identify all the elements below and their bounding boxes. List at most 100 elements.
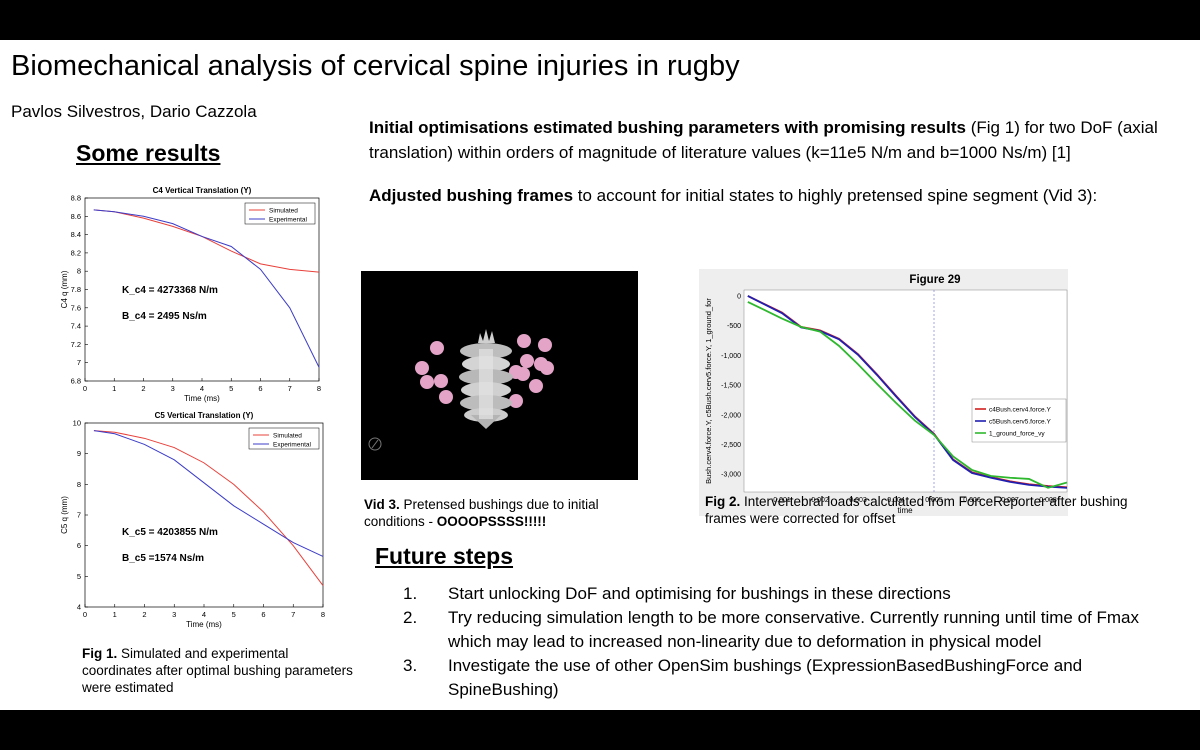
intro-p2-bold: Adjusted bushing frames	[369, 186, 574, 205]
y-tick-label: -2,500	[721, 442, 741, 449]
legend-box	[971, 398, 1067, 443]
legend-label: Simulated	[273, 433, 302, 440]
series-line-experimental	[93, 430, 324, 557]
future-steps-heading: Future steps	[375, 543, 514, 569]
intro-paragraph-1: Initial optimisations estimated bushing …	[369, 115, 1169, 165]
step-text: Investigate the use of other OpenSim bus…	[448, 656, 1083, 699]
legend-label: Experimental	[273, 442, 311, 449]
y-axis-label: C4 q (mm)	[60, 270, 69, 308]
c5-chart-svg: C5 Vertical Translation (Y) 0 1 2 3 4 5 6 7 8 4 5 6 7…	[60, 411, 325, 629]
x-tick-label: 0.007	[1001, 497, 1019, 504]
figure-29-chart: Figure 29 0.001 0.002 0.003 0.004 0.005 0.006 0…	[699, 269, 1068, 516]
c5-chart: C5 Vertical Translation (Y) 0 1 2 3 4 5 6 7 8 4 5 6 7…	[57, 407, 332, 635]
x-tick-label: 7	[291, 610, 295, 619]
x-tick-label: 0.003	[849, 497, 867, 504]
parameter-annotation: K_c5 = 4203855 N/m	[122, 527, 218, 538]
x-tick-label: 1	[113, 610, 117, 619]
y-tick-label: 6.8	[71, 377, 81, 386]
step-number: 2.	[403, 608, 418, 627]
x-tick-label: 1	[112, 384, 116, 393]
intro-p2-rest: to account for initial states to highly …	[573, 186, 1098, 205]
intro-p1-rest: (Fig 1) for two DoF (axial translation) …	[369, 118, 1158, 162]
x-axis-label: Time (ms)	[184, 394, 220, 403]
chart-title: C4 Vertical Translation (Y)	[153, 186, 252, 195]
legend-label: Experimental	[269, 217, 307, 224]
chart-title: C5 Vertical Translation (Y)	[155, 411, 254, 420]
x-tick-label: 0.001	[773, 497, 791, 504]
series-line-simulated	[93, 430, 324, 586]
fig2-caption: Fig 2. Intervertebral loads calculated f…	[705, 493, 1135, 527]
fig1-label: Fig 1.	[82, 646, 118, 661]
y-tick-label: 7	[77, 358, 81, 367]
y-tick-label: 7.8	[71, 285, 81, 294]
vid3-shout: OOOOPSSSS!!!!!	[436, 514, 547, 529]
series-line-1_ground_force_vy	[747, 301, 1068, 489]
y-tick-label: -1,500	[721, 383, 741, 390]
x-tick-label: 2	[142, 610, 146, 619]
x-tick-label: 6	[261, 610, 265, 619]
intro-p1-bold: Initial optimisations estimated bushing …	[369, 118, 967, 137]
page-title: Biomechanical analysis of cervical spine…	[11, 50, 740, 82]
c4-chart: C4 Vertical Translation (Y) 0 1 2 3 4 5 6 7 8 6.8 7…	[57, 185, 332, 410]
x-tick-label: 7	[288, 384, 292, 393]
fig1-caption: Fig 1. Simulated and experimental coordi…	[82, 645, 357, 696]
plot-area	[84, 197, 320, 382]
chart-title: Figure 29	[909, 274, 960, 286]
x-tick-label: 5	[232, 610, 236, 619]
x-tick-label: 0.002	[811, 497, 829, 504]
x-tick-label: 3	[172, 610, 176, 619]
x-tick-label: 2	[141, 384, 145, 393]
y-axis-label: Bush.cerv4.force.Y, c5Bush.cerv5.force.Y…	[704, 298, 713, 484]
y-tick-label: -1,000	[721, 353, 741, 360]
y-tick-label: 10	[73, 419, 81, 428]
step-number: 1.	[403, 584, 418, 603]
intro-paragraph-2: Adjusted bushing frames to account for i…	[369, 183, 1169, 208]
x-tick-label: 0.008	[1039, 497, 1057, 504]
legend-label: Simulated	[269, 208, 298, 215]
vid3-caption: Vid 3. Pretensed bushings due to initial…	[364, 496, 634, 530]
list-item: 2. Try reducing simulation length to be …	[378, 606, 1168, 654]
authors: Pavlos Silvestros, Dario Cazzola	[11, 102, 257, 121]
x-tick-label: 0.006	[963, 497, 981, 504]
x-tick-label: 5	[229, 384, 233, 393]
y-tick-label: 7.2	[71, 340, 81, 349]
legend-label: 1_ground_force_vy	[989, 431, 1045, 438]
fig2-text: Intervertebral loads calculated from For…	[705, 494, 1128, 526]
some-results-heading: Some results	[76, 140, 221, 166]
series-line-experimental	[93, 209, 320, 368]
x-axis-label: Time (ms)	[186, 620, 222, 629]
pink-bushing-spheres	[415, 334, 554, 408]
y-tick-label: 5	[77, 572, 81, 581]
y-tick-label: 6	[77, 541, 81, 550]
step-text: Start unlocking DoF and optimising for b…	[448, 584, 951, 603]
x-tick-label: 0.004	[887, 497, 905, 504]
y-axis-label: C5 q (mm)	[60, 496, 69, 534]
y-tick-label: 0	[737, 293, 741, 300]
parameter-annotation: K_c4 = 4273368 N/m	[122, 285, 218, 296]
step-text: Try reducing simulation length to be mor…	[448, 608, 1140, 651]
parameter-annotation: B_c5 =1574 Ns/m	[122, 553, 204, 564]
step-number: 3.	[403, 656, 418, 675]
x-tick-label: 8	[321, 610, 325, 619]
legend-label: c4Bush.cerv4.force.Y	[989, 407, 1051, 414]
y-tick-label: 8	[77, 480, 81, 489]
x-tick-label: 8	[317, 384, 321, 393]
x-tick-label: 0	[83, 384, 87, 393]
y-tick-label: 7.6	[71, 303, 81, 312]
slide: Biomechanical analysis of cervical spine…	[0, 40, 1200, 710]
y-tick-label: 9	[77, 449, 81, 458]
parameter-annotation: B_c4 = 2495 Ns/m	[122, 311, 207, 322]
y-tick-label: -3,000	[721, 472, 741, 479]
vid3-label: Vid 3.	[364, 497, 400, 512]
vid3-video[interactable]	[361, 271, 638, 480]
y-tick-label: 8.8	[71, 194, 81, 203]
playback-icon[interactable]	[368, 437, 382, 451]
vid3-text: Pretensed bushings due to initial condit…	[364, 497, 599, 529]
list-item: 1. Start unlocking DoF and optimising fo…	[378, 582, 1168, 606]
plot-area	[84, 422, 324, 608]
fig1-text: Simulated and experimental coordinates a…	[82, 646, 353, 695]
y-tick-label: -2,000	[721, 412, 741, 419]
legend-label: c5Bush.cerv5.force.Y	[989, 419, 1051, 426]
x-tick-label: 6	[258, 384, 262, 393]
figure-29-svg: Figure 29 0.001 0.002 0.003 0.004 0.005 0.006 0…	[699, 269, 1068, 516]
